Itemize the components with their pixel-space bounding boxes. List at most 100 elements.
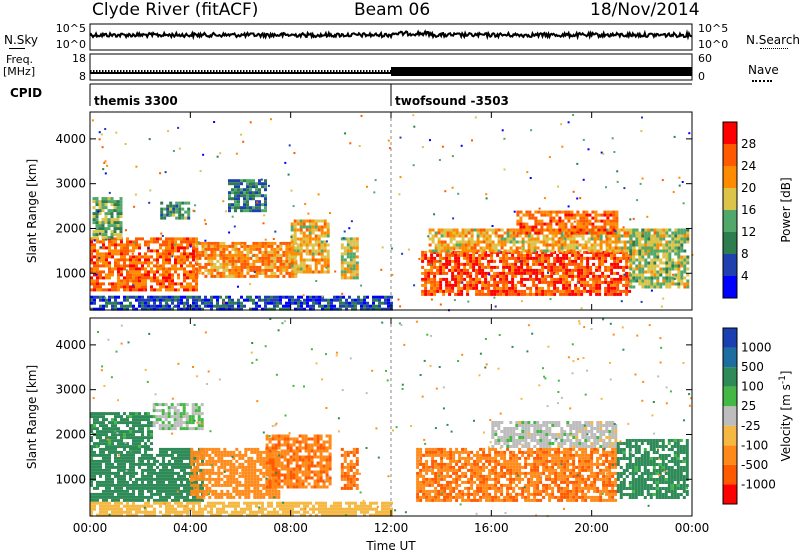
velocity-colorbar-frame <box>722 327 738 505</box>
power-echo-region-0 <box>90 237 198 292</box>
power-colorbar <box>722 121 738 299</box>
velocity-colorbar-cell-6 <box>723 367 737 387</box>
nsearch-legend-line <box>760 48 788 49</box>
nave-label: Nave <box>748 63 779 77</box>
velocity-colorbar-cell-4 <box>723 406 737 426</box>
beam-title: Beam 06 <box>354 0 431 20</box>
velocity-echo-region-4 <box>265 434 332 489</box>
velocity-colorbar-tick-3: 25 <box>741 399 756 413</box>
velocity-ytick-label-3000: 3000 <box>55 383 86 397</box>
power-colorbar-label: Power [dB] <box>779 177 793 242</box>
velocity-colorbar-cell-3 <box>723 425 737 446</box>
date-title: 18/Nov/2014 <box>590 0 700 20</box>
power-colorbar-tick-16: 16 <box>741 203 756 217</box>
velocity-xtick-label-5: 20:00 <box>574 521 609 535</box>
cpid-segment-label-1: twofsound -3503 <box>395 94 509 108</box>
nave-tick-top: 60 <box>698 52 712 65</box>
power-ytick-label-1000: 1000 <box>55 266 86 280</box>
velocity-colorbar-cell-5 <box>723 386 737 407</box>
velocity-colorbar-label: Velocity [m s-1] <box>778 371 793 462</box>
nsky-legend-line <box>9 48 25 49</box>
power-colorbar-tick-8: 8 <box>741 247 749 261</box>
velocity-colorbar-cell-8 <box>723 328 737 348</box>
velocity-heatmap <box>90 318 693 518</box>
nsearch-label: N.Search <box>746 33 800 47</box>
velocity-ytick-label-4000: 4000 <box>55 338 86 352</box>
velocity-echo-region-3 <box>152 403 204 431</box>
velocity-colorbar-cell-2 <box>723 445 737 465</box>
velocity-ytick-label-1000: 1000 <box>55 472 86 486</box>
velocity-echo-region-0 <box>90 447 204 502</box>
power-echo-region-1 <box>92 197 123 240</box>
power-ytick-label-2000: 2000 <box>55 221 86 235</box>
power-echo-region-2 <box>160 201 191 220</box>
velocity-xtick-label-6: 00:00 <box>675 521 710 535</box>
velocity-echo-region-7 <box>491 421 618 448</box>
nave-tick-bottom: 0 <box>698 70 705 83</box>
cpid-label: CPID <box>10 86 43 100</box>
nsky-strip-frame <box>89 23 693 51</box>
power-ytick-label-4000: 4000 <box>55 132 86 146</box>
velocity-xtick-label-4: 16:00 <box>474 521 509 535</box>
velocity-echo-region-6 <box>416 447 618 502</box>
velocity-echo-region-1 <box>90 412 153 449</box>
velocity-colorbar-tick-4: -25 <box>741 419 761 433</box>
nsearch-tick-top: 10^5 <box>698 22 728 35</box>
nsky-series-line <box>89 29 693 41</box>
power-colorbar-tick-28: 28 <box>741 137 756 151</box>
power-colorbar-cell-3 <box>723 210 737 232</box>
velocity-xtick-label-2: 08:00 <box>273 521 308 535</box>
power-colorbar-cell-6 <box>723 144 737 166</box>
power-colorbar-tick-20: 20 <box>741 181 756 195</box>
velocity-echo-region-5 <box>340 447 359 490</box>
freq-tick-bottom: 8 <box>79 70 86 83</box>
power-colorbar-tick-12: 12 <box>741 225 756 239</box>
power-echo-region-9 <box>516 210 619 235</box>
velocity-colorbar-cell-1 <box>723 464 737 485</box>
power-echo-region-11 <box>90 295 393 311</box>
freq-tick-top: 18 <box>72 52 86 65</box>
velocity-xtick-label-3: 12:00 <box>374 521 409 535</box>
velocity-xtick-label-0: 00:00 <box>73 521 108 535</box>
velocity-colorbar-tick-1: 500 <box>741 360 764 374</box>
power-echo-region-6 <box>340 237 359 280</box>
velocity-colorbar-tick-7: -1000 <box>741 477 776 491</box>
power-colorbar-cell-0 <box>723 276 737 298</box>
xaxis-title: Time UT <box>365 539 416 553</box>
power-echo-region-5 <box>290 219 330 274</box>
power-colorbar-cell-5 <box>723 166 737 188</box>
power-echo-region-3 <box>195 241 298 278</box>
power-ytick-label-3000: 3000 <box>55 177 86 191</box>
power-echo-region-7 <box>421 250 632 296</box>
velocity-ytick-label-2000: 2000 <box>55 427 86 441</box>
velocity-colorbar-cell-7 <box>723 347 737 368</box>
power-heatmap <box>90 114 694 312</box>
power-colorbar-frame <box>722 121 738 299</box>
power-echo-region-4 <box>228 179 267 213</box>
velocity-colorbar-tick-2: 100 <box>741 380 764 394</box>
power-colorbar-cell-2 <box>723 232 737 254</box>
cpid-segment-label-0: themis 3300 <box>94 94 178 108</box>
power-echo-region-10 <box>629 228 690 289</box>
velocity-scatter-echoes <box>91 318 693 518</box>
velocity-colorbar <box>722 327 738 505</box>
velocity-colorbar-tick-6: -500 <box>741 458 768 472</box>
nsky-tick-top: 10^5 <box>56 22 86 35</box>
power-colorbar-cell-1 <box>723 254 737 276</box>
velocity-echo-region-8 <box>616 439 689 499</box>
power-colorbar-tick-4: 4 <box>741 269 749 283</box>
power-scatter-echoes <box>91 114 694 312</box>
power-colorbar-cell-7 <box>723 122 737 144</box>
velocity-echo-region-9 <box>90 501 393 517</box>
power-colorbar-cell-4 <box>723 188 737 210</box>
nsky-label: N.Sky <box>4 33 39 47</box>
velocity-ylabel: Slant Range [km] <box>25 365 39 469</box>
freq-label-line2: [MHz] <box>3 65 36 78</box>
nave-legend-line <box>752 80 772 82</box>
nave-series-second-half <box>391 67 692 76</box>
velocity-colorbar-tick-0: 1000 <box>741 341 772 355</box>
power-colorbar-tick-24: 24 <box>741 159 756 173</box>
power-ylabel: Slant Range [km] <box>25 159 39 263</box>
velocity-xtick-label-1: 04:00 <box>173 521 208 535</box>
